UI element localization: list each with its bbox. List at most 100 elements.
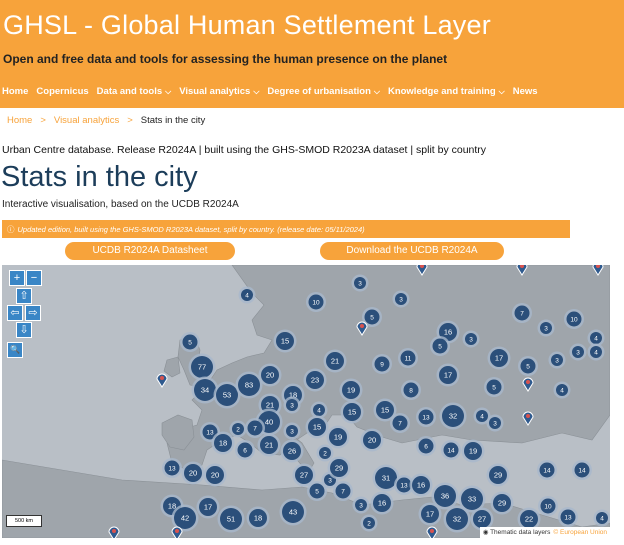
city-cluster-marker[interactable]: [174, 507, 196, 529]
nav-news[interactable]: News: [513, 86, 538, 97]
city-cluster-marker[interactable]: [392, 415, 408, 431]
city-cluster-marker[interactable]: [572, 346, 584, 358]
city-cluster-marker[interactable]: [493, 494, 511, 512]
attribution-link[interactable]: © European Union: [553, 529, 607, 536]
nav-visual-analytics[interactable]: Visual analytics ⌵: [179, 86, 259, 97]
city-cluster-marker[interactable]: [556, 384, 568, 396]
city-cluster-marker[interactable]: [354, 277, 366, 289]
city-cluster-marker[interactable]: [309, 483, 325, 499]
city-cluster-marker[interactable]: [355, 499, 367, 511]
city-cluster-marker[interactable]: [489, 466, 507, 484]
city-cluster-marker[interactable]: [216, 384, 238, 406]
city-pin-marker[interactable]: [356, 321, 368, 336]
city-cluster-marker[interactable]: [214, 434, 232, 452]
city-cluster-marker[interactable]: [439, 366, 457, 384]
city-cluster-marker[interactable]: [343, 403, 361, 421]
city-cluster-marker[interactable]: [308, 294, 324, 310]
city-cluster-marker[interactable]: [295, 466, 313, 484]
city-cluster-marker[interactable]: [202, 424, 218, 440]
pan-right-button[interactable]: ⇨: [25, 305, 41, 321]
nav-knowledge-and-training[interactable]: Knowledge and training ⌵: [388, 86, 505, 97]
city-cluster-marker[interactable]: [489, 417, 501, 429]
site-title[interactable]: GHSL - Global Human Settlement Layer: [3, 10, 491, 40]
city-cluster-marker[interactable]: [313, 404, 325, 416]
city-cluster-marker[interactable]: [490, 349, 508, 367]
city-cluster-marker[interactable]: [282, 501, 304, 523]
city-cluster-marker[interactable]: [574, 462, 590, 478]
city-cluster-marker[interactable]: [237, 442, 253, 458]
city-cluster-marker[interactable]: [276, 332, 294, 350]
zoom-in-button[interactable]: +: [9, 270, 25, 286]
city-cluster-marker[interactable]: [443, 442, 459, 458]
city-cluster-marker[interactable]: [364, 309, 380, 325]
city-cluster-marker[interactable]: [329, 428, 347, 446]
city-cluster-marker[interactable]: [446, 508, 468, 530]
zoom-out-button[interactable]: −: [26, 270, 42, 286]
city-cluster-marker[interactable]: [191, 356, 213, 378]
breadcrumb-home[interactable]: Home: [7, 115, 33, 126]
city-cluster-marker[interactable]: [206, 466, 224, 484]
city-cluster-marker[interactable]: [539, 462, 555, 478]
city-cluster-marker[interactable]: [476, 410, 488, 422]
city-cluster-marker[interactable]: [286, 399, 298, 411]
nav-home[interactable]: Home: [2, 86, 28, 97]
city-cluster-marker[interactable]: [486, 379, 502, 395]
city-pin-marker[interactable]: [156, 373, 168, 388]
city-cluster-marker[interactable]: [400, 350, 416, 366]
city-pin-marker[interactable]: [592, 265, 604, 276]
city-cluster-marker[interactable]: [199, 498, 217, 516]
city-cluster-marker[interactable]: [560, 509, 576, 525]
city-cluster-marker[interactable]: [464, 442, 482, 460]
nav-copernicus[interactable]: Copernicus: [36, 86, 88, 97]
city-cluster-marker[interactable]: [260, 436, 278, 454]
city-cluster-marker[interactable]: [403, 382, 419, 398]
city-cluster-marker[interactable]: [540, 322, 552, 334]
city-cluster-marker[interactable]: [540, 498, 556, 514]
city-cluster-marker[interactable]: [412, 476, 430, 494]
city-cluster-marker[interactable]: [342, 381, 360, 399]
city-cluster-marker[interactable]: [375, 467, 397, 489]
city-cluster-marker[interactable]: [395, 293, 407, 305]
city-cluster-marker[interactable]: [286, 425, 298, 437]
city-cluster-marker[interactable]: [335, 483, 351, 499]
city-cluster-marker[interactable]: [308, 418, 326, 436]
pan-left-button[interactable]: ⇦: [7, 305, 23, 321]
city-cluster-marker[interactable]: [461, 488, 483, 510]
city-cluster-marker[interactable]: [566, 311, 582, 327]
download-button[interactable]: Download the UCDB R2024A: [320, 242, 504, 260]
pan-down-button[interactable]: ⇩: [16, 322, 32, 338]
city-cluster-marker[interactable]: [376, 401, 394, 419]
city-cluster-marker[interactable]: [418, 438, 434, 454]
city-cluster-marker[interactable]: [363, 517, 375, 529]
city-cluster-marker[interactable]: [514, 305, 530, 321]
city-cluster-marker[interactable]: [396, 477, 412, 493]
city-cluster-marker[interactable]: [184, 464, 202, 482]
city-cluster-marker[interactable]: [194, 379, 216, 401]
city-cluster-marker[interactable]: [374, 356, 390, 372]
city-cluster-marker[interactable]: [439, 323, 457, 341]
nav-data-and-tools[interactable]: Data and tools ⌵: [97, 86, 172, 97]
city-cluster-marker[interactable]: [442, 405, 464, 427]
city-cluster-marker[interactable]: [432, 338, 448, 354]
breadcrumb-visual-analytics[interactable]: Visual analytics: [53, 115, 120, 126]
city-cluster-marker[interactable]: [465, 333, 477, 345]
nav-degree-of-urbanisation[interactable]: Degree of urbanisation ⌵: [267, 86, 380, 97]
city-cluster-marker[interactable]: [373, 494, 391, 512]
city-cluster-marker[interactable]: [220, 508, 242, 530]
city-cluster-marker[interactable]: [434, 485, 456, 507]
search-icon[interactable]: 🔍: [7, 342, 23, 358]
city-cluster-marker[interactable]: [261, 366, 279, 384]
city-cluster-marker[interactable]: [326, 352, 344, 370]
city-cluster-marker[interactable]: [164, 460, 180, 476]
city-pin-marker[interactable]: [516, 265, 528, 276]
city-cluster-marker[interactable]: [238, 374, 260, 396]
city-cluster-marker[interactable]: [306, 371, 324, 389]
city-cluster-marker[interactable]: [590, 332, 602, 344]
city-pin-marker[interactable]: [416, 265, 428, 276]
city-cluster-marker[interactable]: [232, 423, 244, 435]
city-cluster-marker[interactable]: [283, 442, 301, 460]
city-cluster-marker[interactable]: [241, 289, 253, 301]
city-cluster-marker[interactable]: [249, 509, 267, 527]
city-pin-marker[interactable]: [522, 377, 534, 392]
